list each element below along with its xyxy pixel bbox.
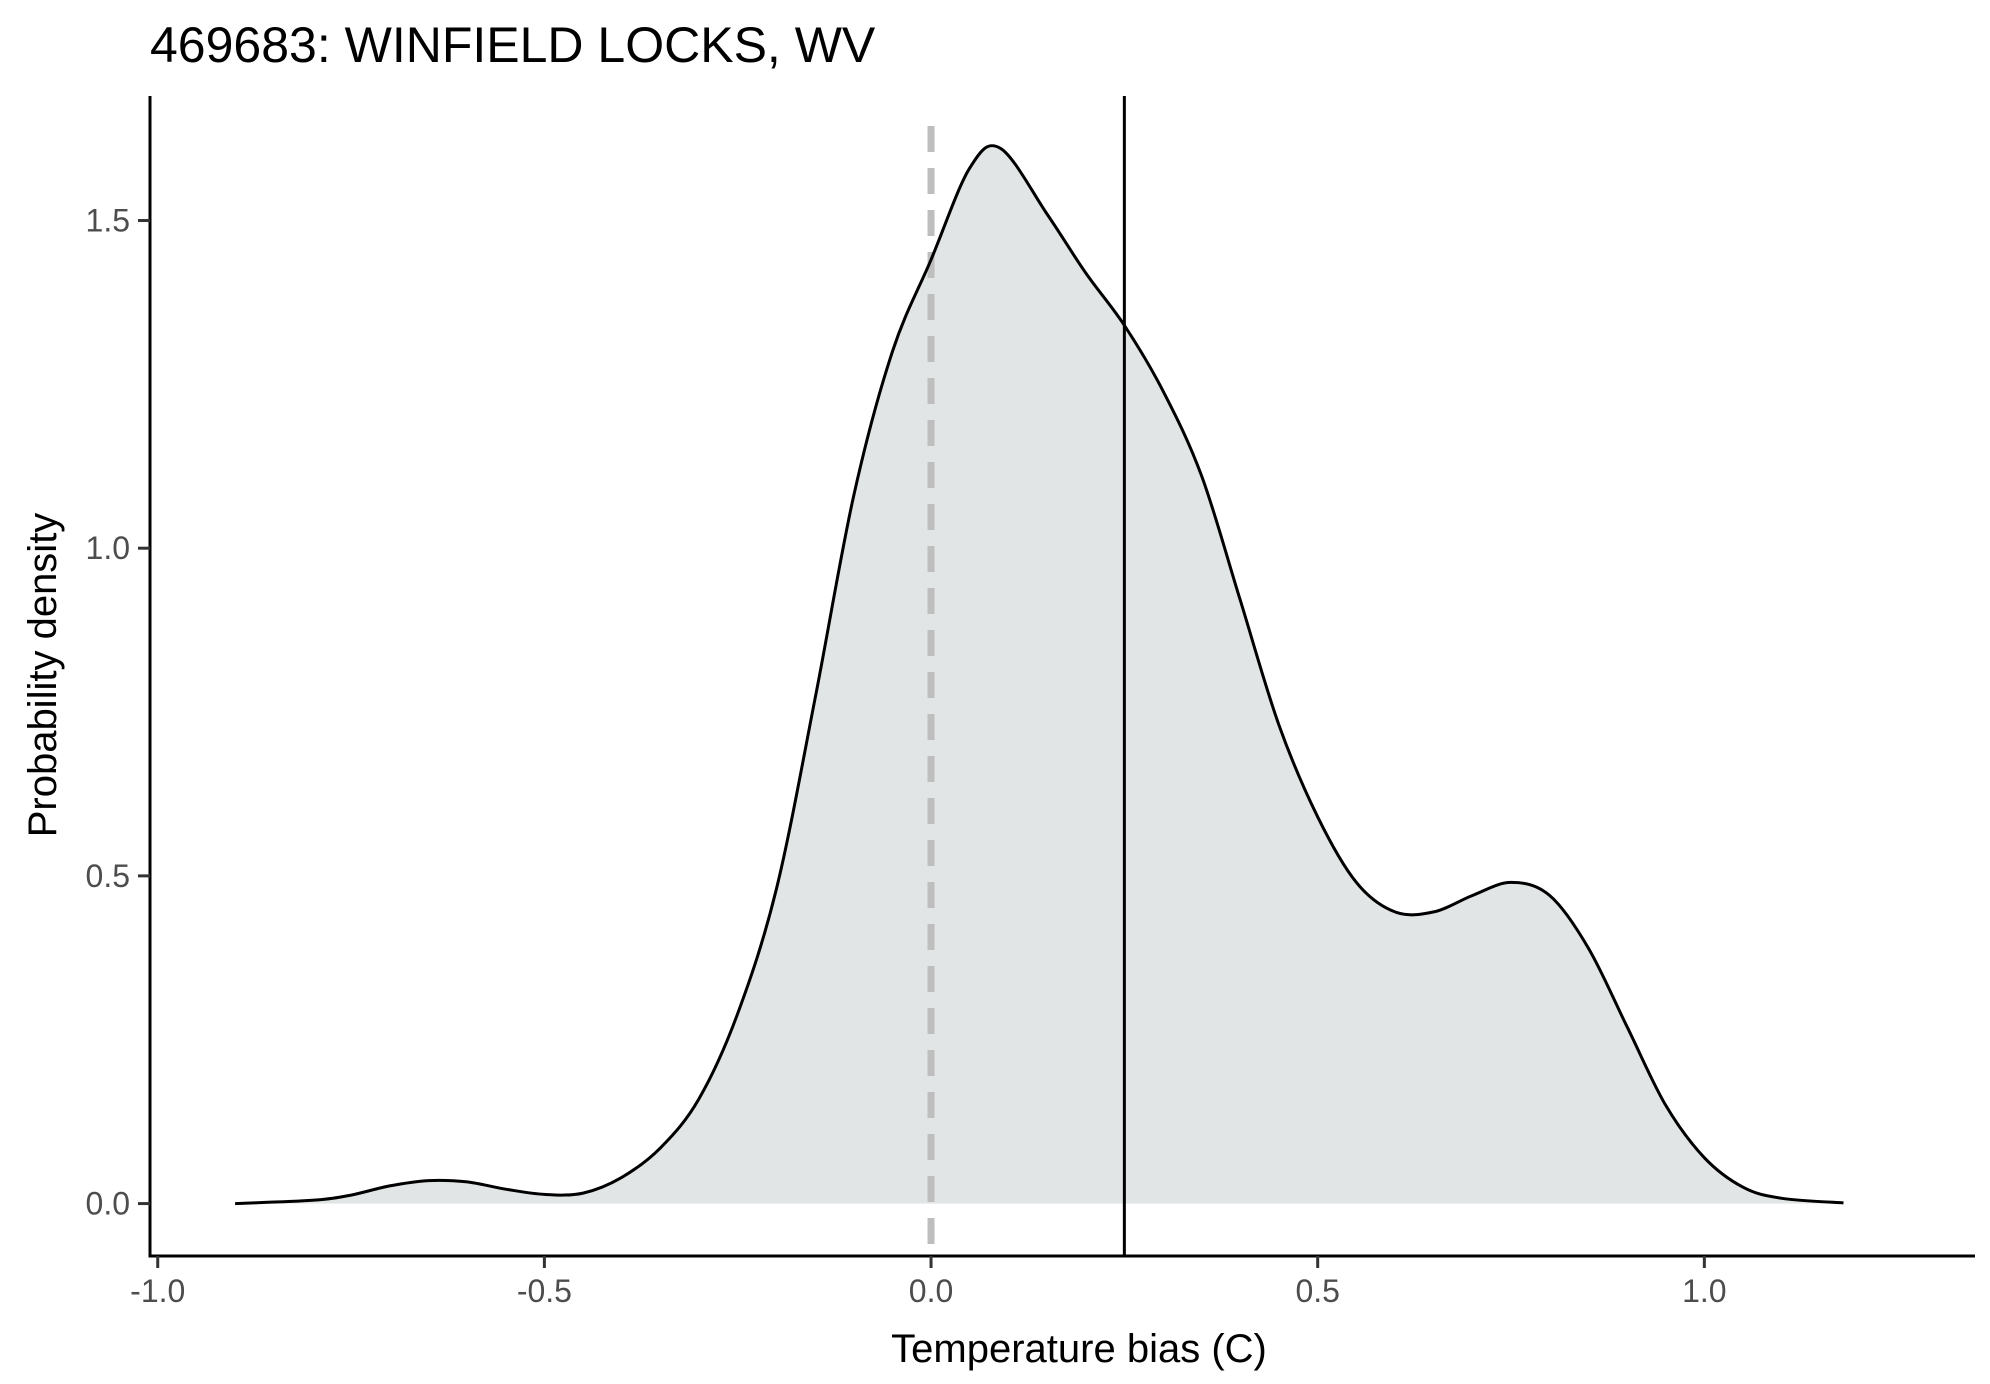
x-tick-label: 1.0: [1682, 1273, 1726, 1309]
density-curve: [235, 144, 1844, 1206]
x-tick-label: 0.0: [909, 1273, 953, 1309]
x-tick-label: 0.5: [1295, 1273, 1339, 1309]
y-axis-ticks: 0.0 0.5 1.0 1.5: [86, 203, 150, 1222]
x-axis-label: Temperature bias (C): [891, 1327, 1267, 1371]
chart-title: 469683: WINFIELD LOCKS, WV: [150, 17, 876, 73]
density-area: [235, 145, 1844, 1204]
y-tick-label: 1.0: [86, 530, 130, 566]
x-tick-label: -0.5: [517, 1273, 572, 1309]
y-tick-label: 1.5: [86, 203, 130, 239]
y-axis-label: Probability density: [21, 513, 65, 838]
x-axis-ticks: -1.0 -0.5 0.0 0.5 1.0: [130, 1256, 1727, 1309]
y-tick-label: 0.5: [86, 858, 130, 894]
x-tick-label: -1.0: [130, 1273, 185, 1309]
y-tick-label: 0.0: [86, 1186, 130, 1222]
